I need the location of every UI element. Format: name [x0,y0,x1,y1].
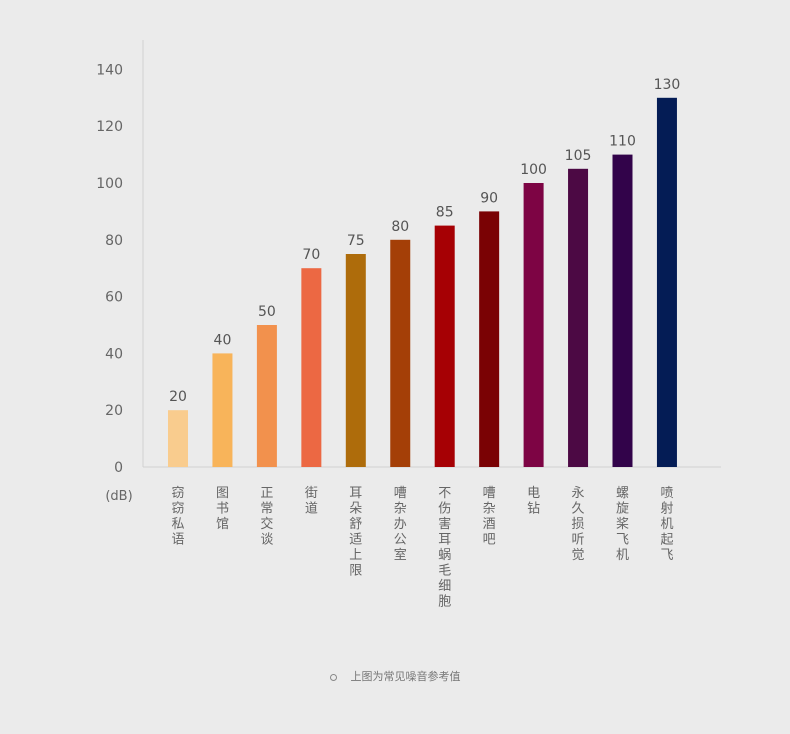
category-label: 窃窃私语 [171,485,184,548]
value-label: 90 [480,190,498,206]
category-label: 螺旋桨飞机 [616,486,629,563]
caption-text: 上图为常见噪音参考值 [350,670,461,683]
bar [301,268,322,467]
value-label: 85 [436,205,454,221]
bar [434,225,455,467]
bars [168,97,677,468]
value-label: 20 [169,389,187,405]
category-labels: 窃窃私语 图书馆 正常交谈 街道 耳朵舒适上限 嘈杂办公室 不伤害耳蜗毛细胞 嘈杂酒吧 电钻 永久… [171,485,673,610]
bar [212,353,233,467]
value-label: 70 [302,247,320,263]
bar [523,183,544,467]
value-label: 100 [520,162,547,178]
y-tick-label: 120 [96,119,123,135]
category-label: 嘈杂办公室 [394,486,407,563]
y-tick-label: 80 [105,233,123,249]
unit-label: (dB) [105,489,132,504]
category-label: 正常交谈 [260,486,273,548]
y-tick-label: 0 [114,460,123,476]
category-label: 街道 [305,486,318,517]
category-label: 图书馆 [216,486,229,532]
bar [612,154,633,467]
bar [390,239,411,467]
category-label: 不伤害耳蜗毛细胞 [438,486,451,610]
y-tick-labels: 0 20 40 60 80 100 120 140 [96,62,123,476]
circle-bullet-icon [329,673,337,681]
category-label: 耳朵舒适上限 [349,486,362,579]
bar [479,211,500,467]
category-label: 电钻 [527,486,540,517]
y-tick-label: 60 [105,290,123,306]
category-label: 喷射机起飞 [660,486,673,563]
y-tick-label: 40 [105,346,123,362]
category-label: 嘈杂酒吧 [483,486,496,548]
bar [656,97,677,468]
value-label: 75 [347,233,365,249]
bar [256,325,277,467]
bar [568,168,589,468]
category-label: 永久损听觉 [572,486,585,563]
value-label: 105 [565,148,592,164]
y-tick-label: 20 [105,403,123,419]
bar [345,254,366,467]
value-label: 110 [609,134,636,150]
value-label: 50 [258,304,276,320]
bar [168,410,188,467]
caption: 上图为常见噪音参考值 [0,668,790,684]
value-label: 130 [654,77,681,93]
value-label: 80 [391,219,409,235]
y-tick-label: 100 [96,176,123,192]
y-tick-label: 140 [96,62,123,78]
value-labels: 20 40 50 70 75 80 85 90 100 105 110 130 [169,77,680,405]
value-label: 40 [214,332,232,348]
